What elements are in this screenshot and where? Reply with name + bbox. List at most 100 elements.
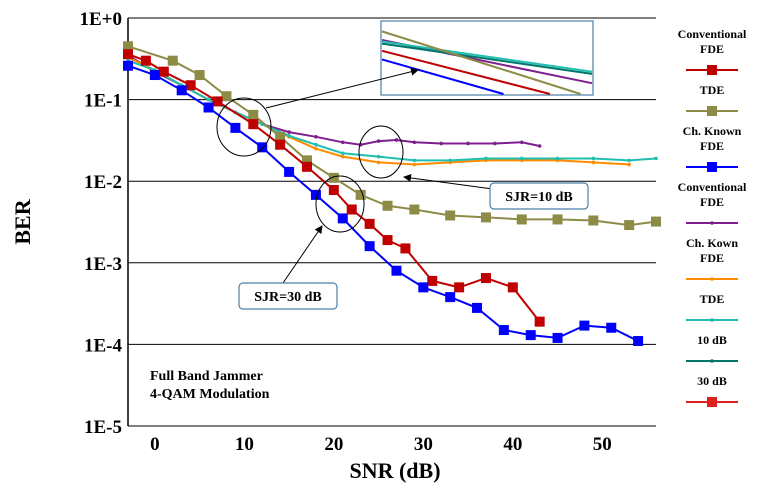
x-tick-label: 20 [324,434,343,455]
data-point [284,166,295,177]
legend-label: FDE [700,139,724,153]
legend-label: FDE [700,42,724,56]
data-point [149,70,160,81]
y-tick-label: 1E-5 [84,417,122,438]
data-point [185,80,196,91]
x-tick-label: 40 [503,434,522,455]
data-point [552,214,563,225]
data-point [493,141,497,146]
legend-swatch-marker [707,162,717,172]
data-point [445,210,456,221]
legend-label: FDE [700,195,724,209]
data-point [314,135,318,139]
data-point [310,189,321,200]
data-point [221,91,232,102]
legend-entry-5: TDE [686,292,738,322]
data-point [519,140,524,145]
data-point [123,41,133,52]
legend-label: Ch. Kown [686,236,738,250]
data-point [466,141,470,146]
legend-swatch-marker [710,359,714,363]
data-point [534,316,545,327]
data-point [654,156,658,161]
legend-label: Conventional [678,180,747,194]
legend-label: TDE [700,83,725,97]
data-point [340,140,345,145]
data-point [484,156,488,161]
data-point [257,142,268,153]
data-point [519,156,524,161]
series-group [123,41,661,347]
data-point [591,160,596,165]
legend-entry-7: 30 dB [686,374,738,407]
data-point [194,70,205,81]
inset-line [381,30,581,95]
legend-swatch-marker [707,65,717,75]
legend-swatch-marker [707,106,717,116]
data-point [480,273,491,284]
data-point [454,282,465,293]
legend-label: FDE [700,251,724,265]
legend-swatch-marker [710,277,714,281]
x-axis-label: SNR (dB) [349,458,440,483]
data-point [552,332,563,343]
data-point [427,275,438,286]
data-point [579,320,590,331]
data-point [382,200,393,211]
data-point [364,241,375,252]
data-point [287,130,291,134]
data-point [314,146,318,151]
data-point [627,162,631,167]
y-tick-label: 1E-2 [84,172,122,193]
data-point [376,160,381,165]
data-point [472,302,483,313]
data-point [314,142,318,147]
legend-swatch-marker [707,397,717,407]
series-line [127,59,657,162]
inset-line [381,40,593,73]
legend-swatch-marker [710,318,714,322]
data-point [418,282,429,293]
series-5 [123,60,644,347]
data-point [248,109,259,120]
data-point [651,216,661,227]
x-tick-label: 0 [150,434,160,455]
data-point [445,292,456,303]
data-point [212,96,223,107]
data-point [376,139,381,143]
zoom-arrow [265,67,419,109]
data-point [158,66,169,77]
legend-entry-1: TDE [686,83,738,116]
inset-line [381,49,551,95]
data-point [206,97,211,102]
data-point [448,158,452,163]
data-point [275,139,286,150]
data-point [382,235,393,246]
data-point [606,322,617,333]
data-point [588,215,599,226]
data-point [346,204,357,215]
legend-entry-6: 10 dB [686,333,738,363]
inset-line [381,58,504,95]
data-point [328,172,339,183]
data-point [176,85,187,96]
series-3 [123,41,661,231]
data-point [412,162,417,167]
data-point [364,218,375,229]
sjr10-label: SJR=10 dB [505,190,573,205]
y-tick-label: 1E-4 [84,335,123,356]
sjr30-box [238,282,338,310]
data-point [328,185,339,196]
data-point [355,189,366,200]
tick-labels: 1E+0 1E-1 1E-2 1E-3 1E-4 1E-5 0 10 20 30 40 50 [80,9,612,455]
data-point [391,265,402,276]
legend-label: Ch. Known [683,124,742,138]
data-point [507,282,518,293]
data-point [537,144,542,148]
legend-label: Conventional [678,27,747,41]
data-point [498,325,509,336]
